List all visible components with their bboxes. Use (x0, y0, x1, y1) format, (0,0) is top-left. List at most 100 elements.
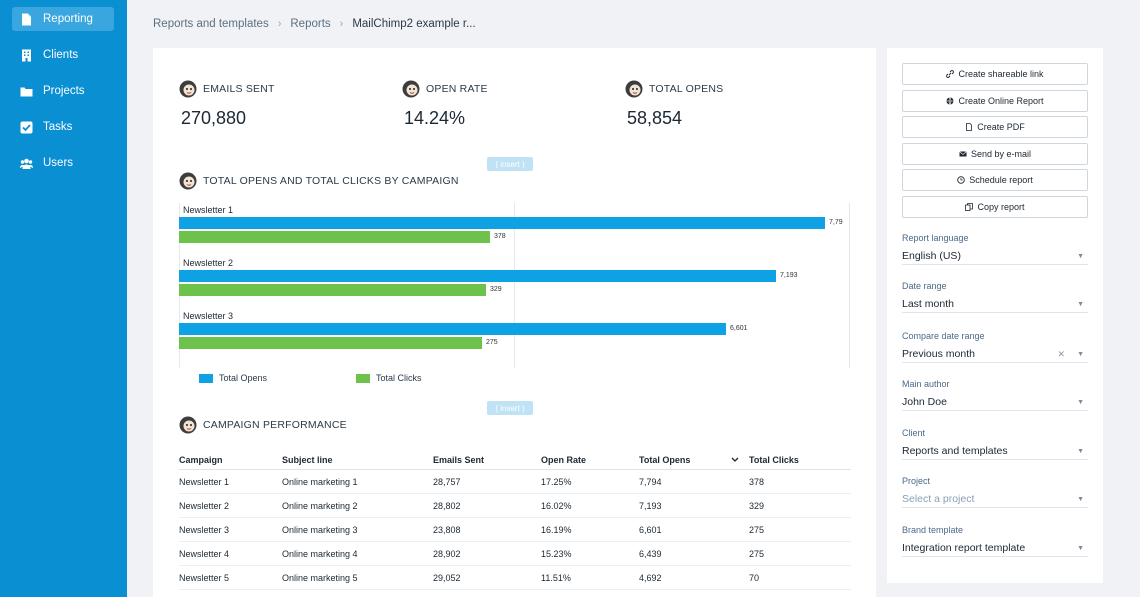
cell: Online marketing 2 (282, 500, 358, 511)
brand-template-select[interactable]: Brand template Integration report templa… (902, 525, 1088, 557)
send-by-email-button[interactable]: Send by e-mail (902, 143, 1088, 165)
sidebar-item-reporting[interactable]: Reporting (12, 7, 114, 31)
chart-legend-opens[interactable]: Total Opens (199, 373, 267, 383)
main-author-select[interactable]: Main author John Doe ▼ (902, 379, 1088, 411)
field-label: Main author (902, 379, 950, 389)
cell: 7,794 (639, 476, 662, 487)
sidebar-item-label: Clients (43, 49, 79, 61)
copy-icon (965, 203, 974, 211)
button-label: Send by e-mail (970, 149, 1032, 159)
sidebar-item-projects[interactable]: Projects (12, 79, 114, 103)
bar-total-clicks[interactable] (179, 231, 490, 243)
kpi-value: 58,854 (627, 108, 683, 128)
field-label: Date range (902, 281, 947, 291)
document-icon (20, 13, 33, 26)
kpi-label: TOTAL OPENS (649, 83, 724, 95)
clear-icon[interactable]: ✕ (1057, 348, 1066, 359)
sidebar-item-label: Reporting (43, 13, 93, 25)
cell: 6,439 (639, 548, 662, 559)
chart-category-label: Newsletter 1 (183, 205, 234, 215)
select-value[interactable]: Reports and templates ▼ (902, 443, 1088, 460)
select-value[interactable]: Select a project ▼ (902, 491, 1088, 508)
compare-date-range-select[interactable]: Compare date range Previous month ✕ ▼ (902, 331, 1088, 363)
chevron-down-icon: ▼ (1077, 398, 1084, 406)
select-value[interactable]: Previous month ✕ ▼ (902, 346, 1088, 363)
column-header[interactable]: Total Clicks (749, 454, 799, 465)
cell: 28,757 (433, 476, 461, 487)
sidebar-item-users[interactable]: Users (12, 151, 114, 175)
table-row: Newsletter 1 Online marketing 1 28,757 1… (179, 470, 851, 494)
insert-widget-button[interactable]: ( insert ) (487, 157, 533, 171)
table-header-row: Campaign Subject line Emails Sent Open R… (179, 450, 851, 470)
clock-icon (957, 176, 965, 184)
report-language-select[interactable]: Report language English (US) ▼ (902, 233, 1088, 265)
create-pdf-button[interactable]: Create PDF (902, 116, 1088, 138)
client-select[interactable]: Client Reports and templates ▼ (902, 428, 1088, 460)
copy-report-button[interactable]: Copy report (902, 196, 1088, 218)
field-label: Report language (902, 233, 969, 243)
select-value[interactable]: Integration report template ▼ (902, 540, 1088, 557)
chart-category-label: Newsletter 3 (183, 311, 234, 321)
field-label: Compare date range (902, 331, 985, 341)
date-range-select[interactable]: Date range Last month ▼ (902, 281, 1088, 313)
cell: Newsletter 3 (179, 524, 230, 535)
bar-data-label: 378 (494, 233, 506, 240)
breadcrumb-link-reports-and-templates[interactable]: Reports and templates (153, 18, 269, 30)
create-online-report-button[interactable]: Create Online Report (902, 90, 1088, 112)
sidebar-item-clients[interactable]: Clients (12, 43, 114, 67)
schedule-report-button[interactable]: Schedule report (902, 169, 1088, 191)
select-value[interactable]: John Doe ▼ (902, 394, 1088, 411)
select-text: John Doe (902, 396, 947, 408)
cell: Online marketing 1 (282, 476, 358, 487)
kpi-label: OPEN RATE (426, 83, 488, 95)
chart-legend-clicks[interactable]: Total Clicks (356, 373, 422, 383)
project-select[interactable]: Project Select a project ▼ (902, 476, 1088, 508)
kpi-label: EMAILS SENT (203, 83, 275, 95)
column-header-sorted[interactable]: Total Opens (639, 455, 749, 465)
mailchimp-logo-icon (179, 172, 197, 190)
pdf-icon (966, 123, 973, 131)
table-title: CAMPAIGN PERFORMANCE (179, 416, 347, 434)
legend-swatch (356, 373, 370, 383)
button-label: Copy report (977, 202, 1025, 212)
table-row: Newsletter 5 Online marketing 5 29,052 1… (179, 566, 851, 590)
cell: 378 (749, 476, 765, 487)
column-header[interactable]: Emails Sent (433, 454, 485, 465)
chevron-down-icon: ▼ (1077, 447, 1084, 455)
users-icon (20, 157, 33, 170)
cell: 275 (749, 524, 765, 535)
cell: 4,692 (639, 572, 662, 583)
column-header[interactable]: Subject line (282, 454, 333, 465)
bar-data-label: 7,193 (780, 272, 798, 279)
breadcrumb-current: MailChimp2 example r... (352, 18, 476, 30)
kpi-open-rate[interactable]: OPEN RATE 14.24% (402, 80, 488, 129)
select-text: Integration report template (902, 542, 1026, 554)
column-header[interactable]: Open Rate (541, 454, 587, 465)
chart-title-text: TOTAL OPENS AND TOTAL CLICKS BY CAMPAIGN (203, 175, 459, 187)
column-header[interactable]: Campaign (179, 454, 223, 465)
kpi-total-opens[interactable]: TOTAL OPENS 58,854 (625, 80, 723, 129)
select-value[interactable]: English (US) ▼ (902, 248, 1088, 265)
cell: 16.02% (541, 500, 572, 511)
cell: 275 (749, 548, 765, 559)
chevron-down-icon: ▼ (1077, 300, 1084, 308)
bar-total-opens[interactable] (179, 323, 726, 335)
sidebar-item-tasks[interactable]: Tasks (12, 115, 114, 139)
bar-total-clicks[interactable] (179, 337, 482, 349)
select-placeholder: Select a project (902, 493, 975, 505)
breadcrumb-link-reports[interactable]: Reports (290, 18, 331, 30)
bar-total-clicks[interactable] (179, 284, 486, 296)
globe-icon (946, 97, 954, 105)
create-shareable-link-button[interactable]: Create shareable link (902, 63, 1088, 85)
bar-total-opens[interactable] (179, 270, 776, 282)
breadcrumb: Reports and templates › Reports › MailCh… (153, 18, 476, 30)
insert-widget-button[interactable]: ( insert ) (487, 401, 533, 415)
mailchimp-logo-icon (402, 80, 420, 98)
select-value[interactable]: Last month ▼ (902, 296, 1088, 313)
bar-data-label: 7,79 (829, 219, 843, 226)
select-text: Previous month (902, 348, 975, 360)
chevron-down-icon: ▼ (1077, 544, 1084, 552)
select-text: English (US) (902, 250, 961, 262)
bar-total-opens[interactable] (179, 217, 825, 229)
kpi-emails-sent[interactable]: EMAILS SENT 270,880 (179, 80, 275, 129)
